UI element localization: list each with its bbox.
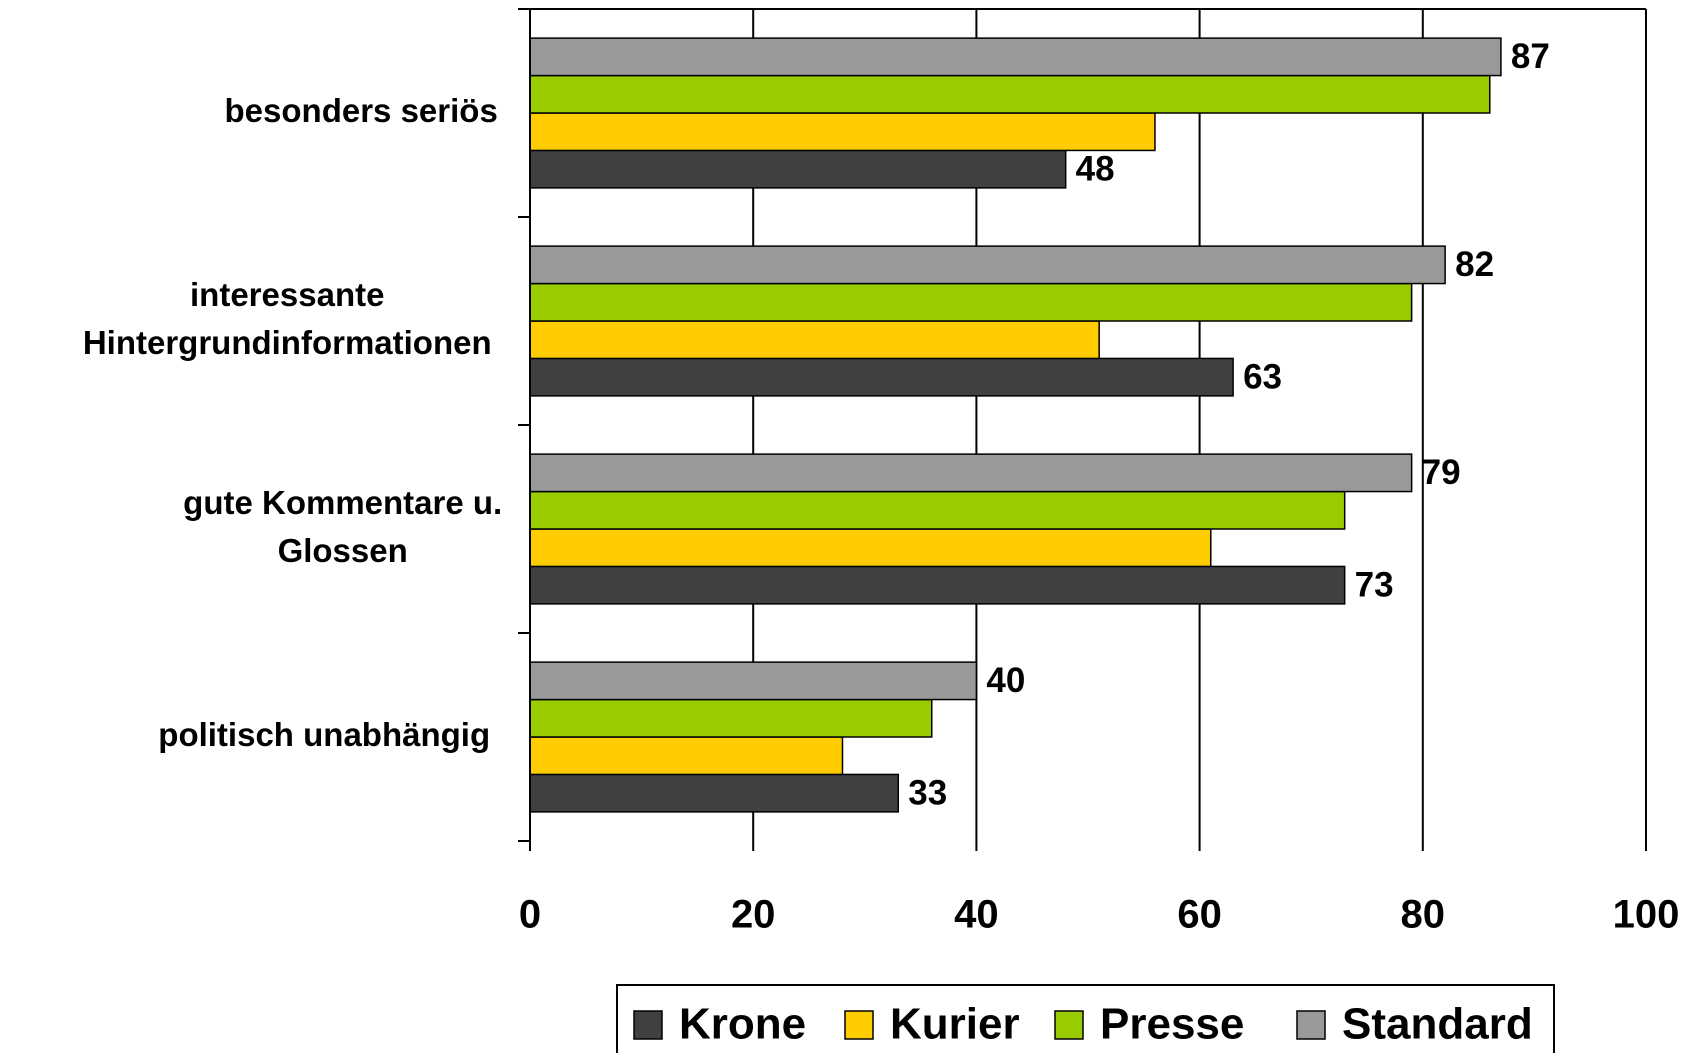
legend-label: Kurier	[890, 1000, 1020, 1049]
bar	[529, 565, 1346, 605]
y-tick-label: gute Kommentare u. Glossen	[183, 484, 502, 569]
bar	[529, 490, 1346, 530]
bar	[529, 528, 1212, 568]
data-label: 73	[1355, 565, 1394, 604]
bar	[529, 698, 933, 738]
legend-swatch	[633, 1010, 663, 1040]
bar	[529, 245, 1446, 285]
y-tick-label: besonders seriös	[225, 92, 498, 129]
y-tick-label: interessante Hintergrundinformationen	[83, 276, 492, 361]
bar	[529, 112, 1156, 152]
bar	[529, 453, 1413, 493]
data-label: 82	[1455, 245, 1494, 284]
data-label: 87	[1511, 37, 1550, 76]
y-tick-label: politisch unabhängig	[158, 716, 490, 753]
bar	[529, 773, 900, 813]
bar	[529, 74, 1491, 114]
data-label: 79	[1422, 453, 1461, 492]
bar	[529, 320, 1100, 360]
legend-box	[616, 984, 1555, 1053]
x-tick-label: 100	[1613, 893, 1680, 937]
data-label: 63	[1243, 357, 1282, 396]
legend-label: Presse	[1100, 1000, 1244, 1049]
bar	[529, 149, 1067, 189]
legend-swatch	[844, 1010, 874, 1040]
bar	[529, 357, 1234, 397]
x-tick-label: 40	[954, 893, 999, 937]
data-label: 48	[1076, 149, 1115, 188]
legend-label: Krone	[679, 1000, 806, 1049]
bar	[529, 37, 1502, 77]
x-tick-label: 80	[1401, 893, 1446, 937]
legend-swatch	[1296, 1010, 1326, 1040]
bar	[529, 661, 978, 701]
x-tick-label: 0	[519, 893, 541, 937]
data-label: 33	[908, 773, 947, 812]
bar	[529, 736, 844, 776]
x-tick-label: 60	[1177, 893, 1222, 937]
data-label: 40	[986, 661, 1025, 700]
bar	[529, 282, 1413, 322]
legend-label: Standard	[1342, 1000, 1533, 1049]
x-tick-label: 20	[731, 893, 776, 937]
legend-swatch	[1054, 1010, 1084, 1040]
